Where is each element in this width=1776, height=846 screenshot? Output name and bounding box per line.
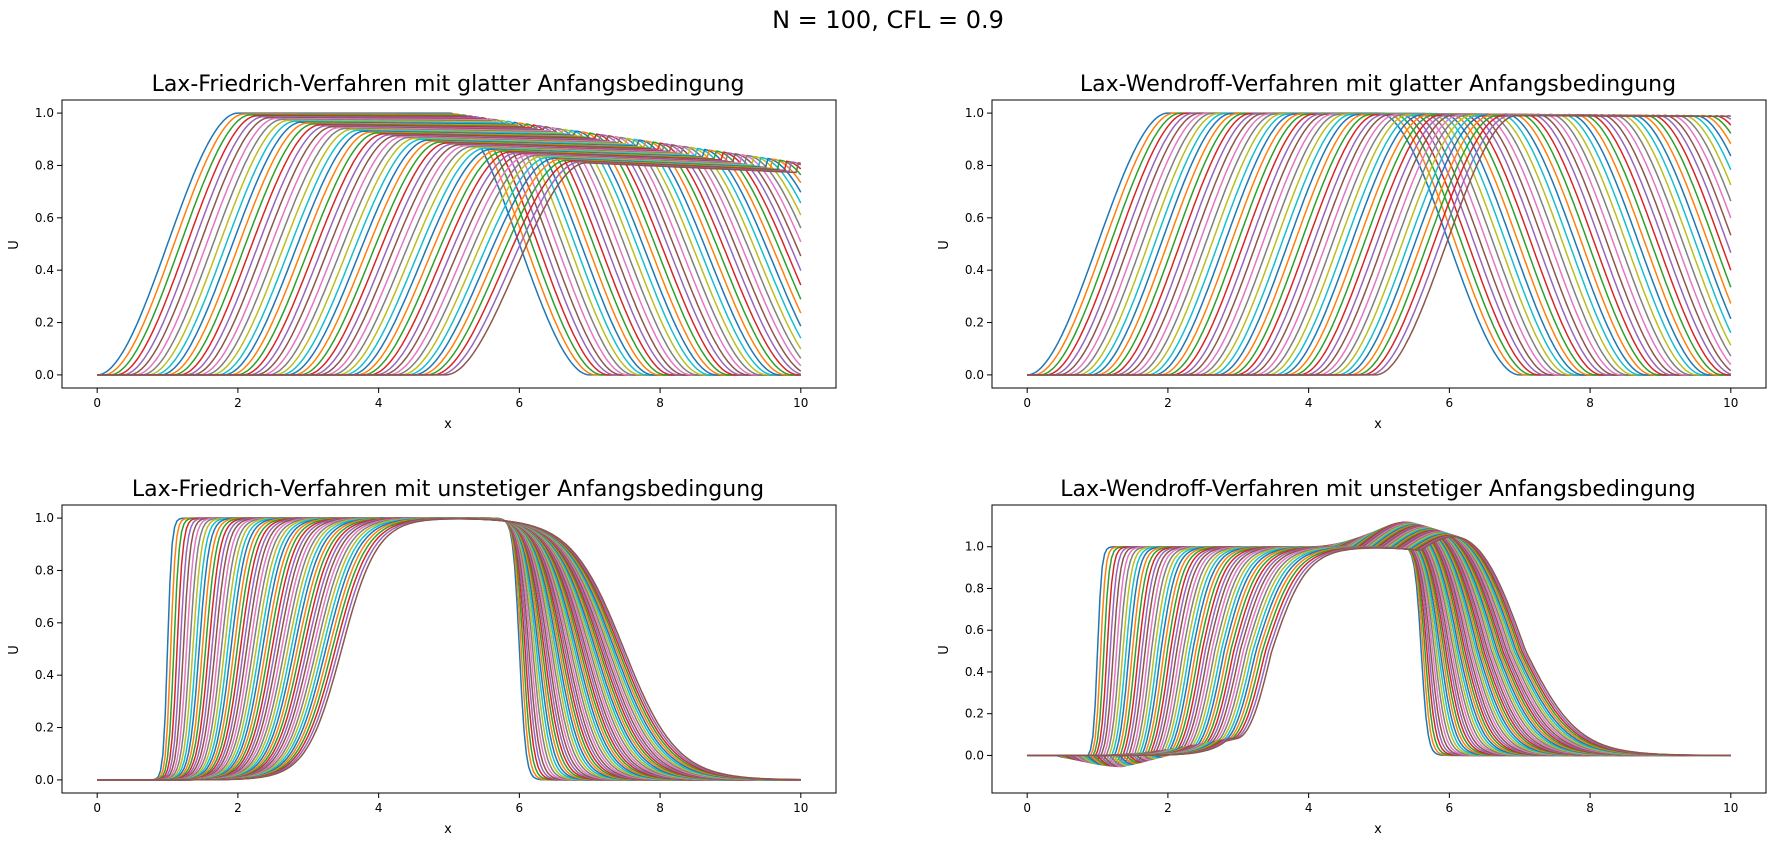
x-tick-label: 6 — [1446, 801, 1454, 815]
series-line — [1027, 535, 1731, 757]
panel-title: Lax-Friedrich-Verfahren mit glatter Anfa… — [152, 72, 745, 97]
axes-frame — [61, 99, 837, 389]
x-tick-label: 4 — [1305, 396, 1313, 410]
x-tick-label: 4 — [1305, 801, 1313, 815]
y-tick-label: 0.2 — [35, 316, 54, 330]
x-tick-label: 2 — [234, 396, 242, 410]
y-tick-label: 0.2 — [965, 316, 984, 330]
series-group — [97, 517, 801, 781]
series-line — [97, 518, 801, 781]
y-tick-label: 0.0 — [35, 368, 54, 382]
x-axis-label: x — [444, 417, 452, 432]
axes-frame — [991, 99, 1767, 389]
x-tick-label: 2 — [1164, 801, 1172, 815]
figure-suptitle: N = 100, CFL = 0.9 — [772, 6, 1004, 34]
y-tick-label: 0.4 — [965, 263, 984, 277]
series-line — [97, 125, 801, 376]
y-axis-label: U — [937, 240, 952, 250]
x-tick-label: 8 — [1586, 396, 1594, 410]
plot-area: 0 2 4 6 8 10 0.0 0.2 0.4 0.6 0.8 1.0 — [35, 99, 837, 410]
y-tick-label: 1.0 — [965, 540, 984, 554]
y-tick-label: 0.4 — [35, 263, 54, 277]
y-axis-label: U — [937, 645, 952, 655]
x-tick-label: 6 — [516, 396, 524, 410]
y-tick-label: 0.0 — [965, 368, 984, 382]
x-tick-label: 10 — [793, 801, 808, 815]
plot-area: 0 2 4 6 8 10 0.0 0.2 0.4 0.6 0.8 1.0 — [965, 99, 1767, 410]
x-tick-label: 2 — [1164, 396, 1172, 410]
y-tick-label: 1.0 — [35, 106, 54, 120]
series-line — [97, 517, 801, 781]
y-tick-label: 0.8 — [965, 581, 984, 595]
x-tick-label: 8 — [656, 801, 664, 815]
x-axis-label: x — [1374, 417, 1382, 432]
series-line — [97, 162, 801, 376]
y-tick-label: 0.0 — [965, 748, 984, 762]
y-tick-label: 0.8 — [35, 563, 54, 577]
panel-title: Lax-Wendroff-Verfahren mit glatter Anfan… — [1080, 72, 1676, 97]
series-group — [1027, 112, 1732, 376]
y-tick-label: 0.6 — [35, 616, 54, 630]
x-tick-label: 0 — [1023, 396, 1031, 410]
x-tick-label: 6 — [1446, 396, 1454, 410]
panel-title: Lax-Friedrich-Verfahren mit unstetiger A… — [132, 477, 764, 502]
y-tick-label: 0.4 — [965, 665, 984, 679]
axes-frame — [991, 504, 1767, 794]
y-tick-label: 0.6 — [35, 211, 54, 225]
y-tick-label: 1.0 — [35, 511, 54, 525]
series-group — [1027, 521, 1731, 768]
y-tick-label: 0.4 — [35, 668, 54, 682]
x-tick-label: 2 — [234, 801, 242, 815]
x-tick-label: 0 — [93, 801, 101, 815]
panel-lax-wendroff-discontinuous: Lax-Wendroff-Verfahren mit unstetiger An… — [937, 477, 1767, 837]
y-tick-label: 1.0 — [965, 106, 984, 120]
y-tick-label: 0.8 — [965, 158, 984, 172]
y-tick-label: 0.2 — [35, 721, 54, 735]
series-group — [97, 112, 802, 376]
x-tick-label: 8 — [656, 396, 664, 410]
x-tick-label: 10 — [793, 396, 808, 410]
x-tick-label: 10 — [1723, 801, 1738, 815]
y-tick-label: 0.6 — [965, 623, 984, 637]
panel-lax-friedrich-discontinuous: Lax-Friedrich-Verfahren mit unstetiger A… — [7, 477, 837, 837]
x-tick-label: 6 — [516, 801, 524, 815]
y-tick-label: 0.8 — [35, 158, 54, 172]
panel-lax-friedrich-smooth: Lax-Friedrich-Verfahren mit glatter Anfa… — [7, 72, 837, 432]
series-line — [97, 126, 801, 376]
axes-frame — [61, 504, 837, 794]
x-tick-label: 10 — [1723, 396, 1738, 410]
x-tick-label: 4 — [375, 396, 383, 410]
x-tick-label: 8 — [1586, 801, 1594, 815]
x-tick-label: 0 — [1023, 801, 1031, 815]
panel-lax-wendroff-smooth: Lax-Wendroff-Verfahren mit glatter Anfan… — [937, 72, 1767, 432]
plot-area: 0 2 4 6 8 10 0.0 0.2 0.4 0.6 0.8 1.0 — [965, 504, 1767, 815]
y-tick-label: 0.0 — [35, 773, 54, 787]
series-line — [1027, 114, 1731, 376]
y-tick-label: 0.6 — [965, 211, 984, 225]
y-tick-label: 0.2 — [965, 707, 984, 721]
x-tick-label: 4 — [375, 801, 383, 815]
x-axis-label: x — [1374, 822, 1382, 837]
series-line — [97, 127, 801, 376]
y-axis-label: U — [7, 240, 22, 250]
y-axis-label: U — [7, 645, 22, 655]
x-axis-label: x — [444, 822, 452, 837]
x-tick-label: 0 — [93, 396, 101, 410]
panel-title: Lax-Wendroff-Verfahren mit unstetiger An… — [1060, 477, 1696, 502]
plot-area: 0 2 4 6 8 10 0.0 0.2 0.4 0.6 0.8 1.0 — [35, 504, 837, 815]
